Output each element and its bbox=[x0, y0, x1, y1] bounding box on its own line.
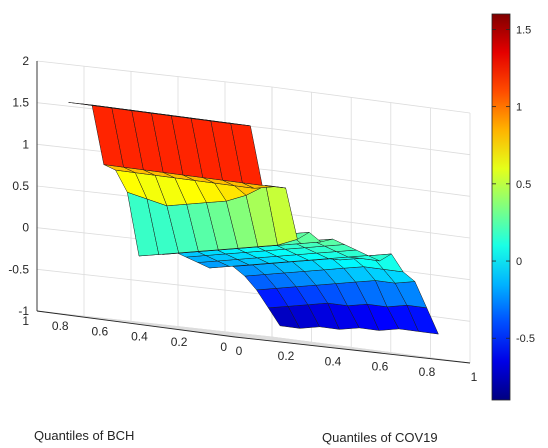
z-tick-label: 1 bbox=[22, 137, 29, 151]
colorbar-tick-label: -0.5 bbox=[516, 333, 535, 345]
x-tick-label: 0.8 bbox=[419, 365, 436, 379]
colorbar-tick-label: 0 bbox=[516, 256, 522, 268]
y-tick-label: 0.4 bbox=[131, 330, 148, 344]
y-tick-label: 0.8 bbox=[52, 319, 69, 333]
y-tick-label: 0.2 bbox=[171, 335, 188, 349]
y-tick-label: 1 bbox=[22, 314, 29, 328]
x-tick-label: 0.4 bbox=[325, 354, 342, 368]
colorbar-ticks: -0.5 0 0.5 1 1.5 bbox=[492, 24, 535, 345]
y-axis-label: Quantiles of BCH bbox=[34, 428, 134, 443]
colorbar-tick-label: 0.5 bbox=[516, 179, 531, 191]
z-tick-label: 2 bbox=[22, 54, 29, 68]
colorbar bbox=[491, 13, 511, 401]
colorbar-tick-label: 1.5 bbox=[516, 24, 531, 36]
x-tick-label: 0.2 bbox=[278, 349, 295, 363]
z-tick-label: 0.5 bbox=[12, 179, 29, 193]
y-axis-line bbox=[36, 310, 236, 338]
colorbar-tick-label: 1 bbox=[516, 102, 522, 114]
y-tick-label: 0 bbox=[220, 340, 227, 354]
surface-patch bbox=[207, 120, 239, 125]
axis-tick-labels: 0 0.2 0.4 0.6 0.8 100.20.40.60.81-1-0.500.511… bbox=[8, 54, 477, 384]
x-tick-label: 0 bbox=[236, 344, 243, 358]
x-axis-line bbox=[234, 336, 471, 364]
y-tick-label: 0.6 bbox=[92, 324, 109, 338]
surface-plot bbox=[68, 102, 439, 335]
x-tick-label: 0.6 bbox=[372, 360, 389, 374]
z-tick-label: -0.5 bbox=[8, 262, 29, 276]
z-tick-label: 1.5 bbox=[12, 96, 29, 110]
z-tick-label: 0 bbox=[22, 221, 29, 235]
x-tick-label: 1 bbox=[471, 370, 478, 384]
z-tick-label: -1 bbox=[18, 304, 29, 318]
x-axis-label: Quantiles of COV19 bbox=[322, 430, 438, 445]
